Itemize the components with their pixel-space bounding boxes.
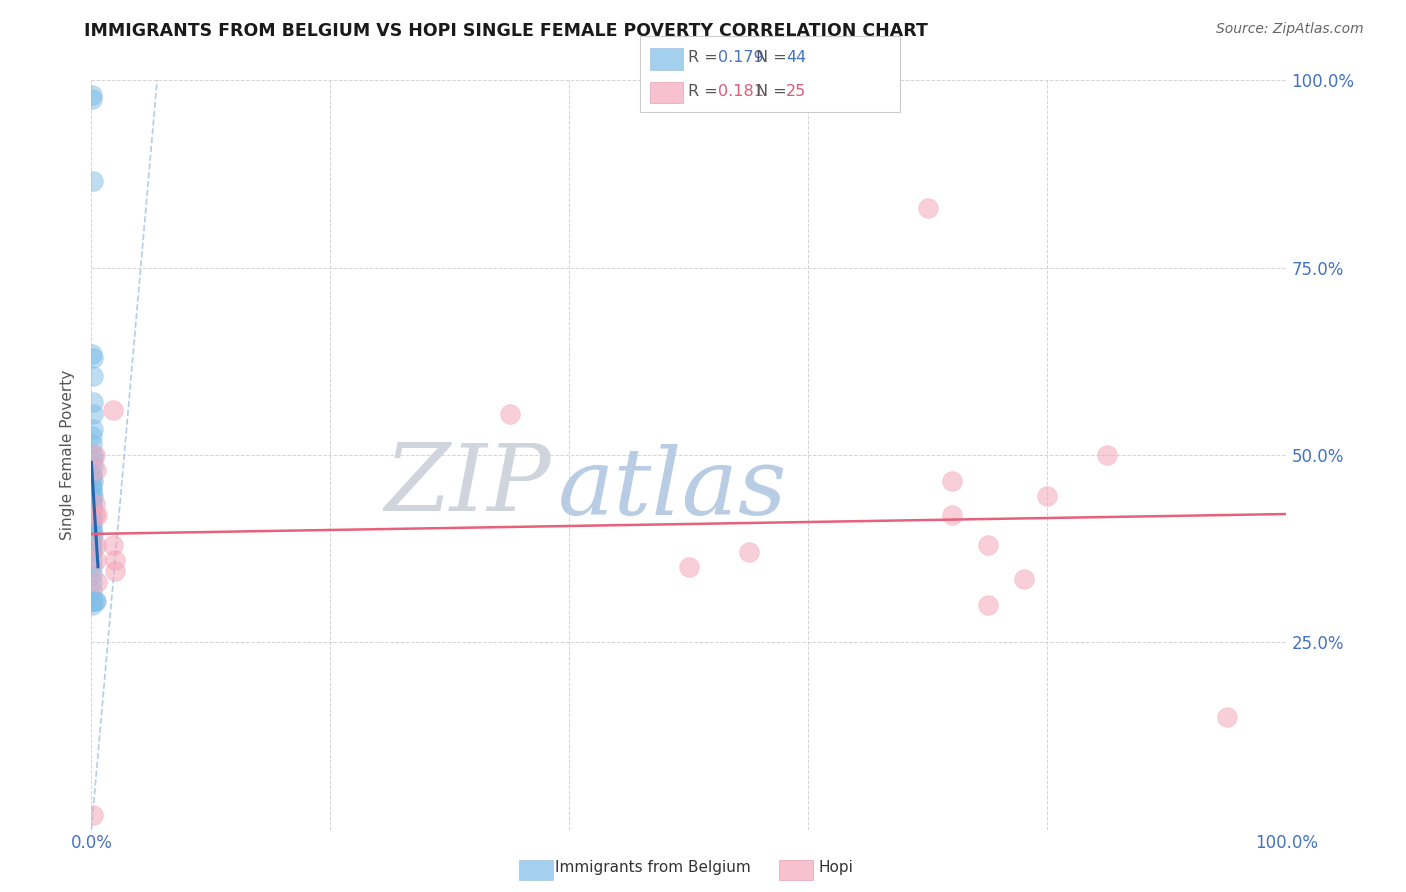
Point <box>82 594 104 608</box>
Point <box>84 553 107 567</box>
Point <box>80 516 103 530</box>
Text: atlas: atlas <box>558 443 787 533</box>
Text: R =: R = <box>688 50 723 64</box>
Point <box>737 545 759 559</box>
Point <box>80 567 103 582</box>
Point <box>84 594 107 608</box>
Point <box>80 497 103 511</box>
Point <box>84 594 107 608</box>
Text: N =: N = <box>756 50 793 64</box>
Point <box>82 526 104 541</box>
Point <box>80 436 103 450</box>
Point <box>80 492 103 507</box>
Point <box>84 538 107 552</box>
Point <box>80 541 103 556</box>
Point <box>86 575 108 590</box>
Point <box>941 508 963 522</box>
Point <box>80 582 103 597</box>
Point <box>104 553 127 567</box>
Point <box>1012 572 1035 586</box>
Point <box>86 508 108 522</box>
Point <box>80 553 103 567</box>
Point <box>917 201 939 215</box>
Text: Source: ZipAtlas.com: Source: ZipAtlas.com <box>1216 22 1364 37</box>
Point <box>82 489 104 503</box>
Point <box>84 448 107 462</box>
Point <box>84 497 107 511</box>
Text: IMMIGRANTS FROM BELGIUM VS HOPI SINGLE FEMALE POVERTY CORRELATION CHART: IMMIGRANTS FROM BELGIUM VS HOPI SINGLE F… <box>84 22 928 40</box>
Text: Immigrants from Belgium: Immigrants from Belgium <box>555 860 751 874</box>
Point <box>80 478 103 492</box>
Point <box>498 407 520 421</box>
Point <box>80 88 103 103</box>
Point <box>80 519 103 533</box>
Point <box>80 347 103 361</box>
Point <box>82 351 104 365</box>
Point <box>80 538 103 552</box>
Point <box>82 807 104 822</box>
Point <box>82 395 104 409</box>
Point <box>80 500 103 515</box>
Point <box>80 508 103 522</box>
Point <box>1215 710 1237 724</box>
Point <box>80 511 103 525</box>
Text: N =: N = <box>756 85 793 99</box>
Text: 44: 44 <box>786 50 806 64</box>
Point <box>80 575 103 590</box>
Point <box>80 482 103 496</box>
Point <box>101 403 124 417</box>
Point <box>84 463 107 477</box>
Point <box>84 508 107 522</box>
Point <box>80 523 103 537</box>
Point <box>1036 489 1059 503</box>
Text: Hopi: Hopi <box>818 860 853 874</box>
Point <box>82 451 104 466</box>
Point <box>80 530 103 544</box>
Point <box>80 545 103 559</box>
Point <box>941 474 963 488</box>
Y-axis label: Single Female Poverty: Single Female Poverty <box>60 370 76 540</box>
Point <box>82 422 104 436</box>
Point <box>976 598 998 612</box>
Point <box>104 564 127 578</box>
Point <box>82 459 104 474</box>
Text: 0.181: 0.181 <box>718 85 765 99</box>
Point <box>678 560 700 574</box>
Point <box>1097 448 1119 462</box>
Point <box>82 174 104 188</box>
Point <box>976 538 998 552</box>
Point <box>80 92 103 106</box>
Point <box>80 467 103 481</box>
Text: 0.179: 0.179 <box>718 50 765 64</box>
Point <box>101 538 124 552</box>
Text: 25: 25 <box>786 85 806 99</box>
Text: ZIP: ZIP <box>385 440 551 530</box>
Point <box>80 534 103 549</box>
Text: R =: R = <box>688 85 723 99</box>
Point <box>80 429 103 443</box>
Point <box>80 560 103 574</box>
Point <box>82 407 104 421</box>
Point <box>80 598 103 612</box>
Point <box>82 474 104 488</box>
Point <box>82 448 104 462</box>
Point <box>80 470 103 484</box>
Point <box>82 369 104 384</box>
Point <box>80 485 103 500</box>
